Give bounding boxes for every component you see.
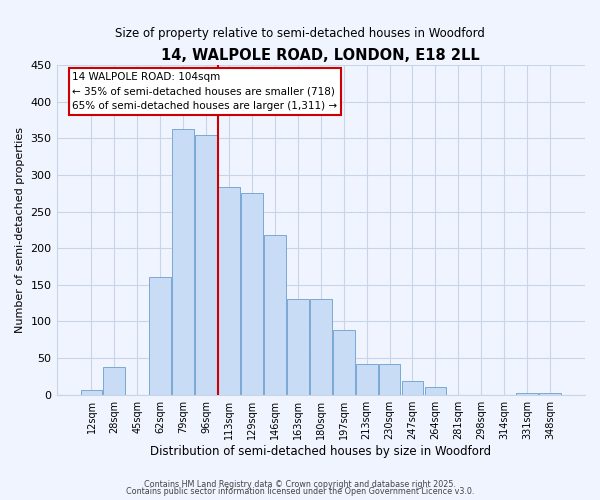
- Bar: [310, 300, 332, 394]
- Text: Contains HM Land Registry data © Crown copyright and database right 2025.: Contains HM Land Registry data © Crown c…: [144, 480, 456, 489]
- Text: 14 WALPOLE ROAD: 104sqm
← 35% of semi-detached houses are smaller (718)
65% of s: 14 WALPOLE ROAD: 104sqm ← 35% of semi-de…: [73, 72, 338, 111]
- Bar: [172, 129, 194, 394]
- Bar: [356, 364, 377, 394]
- Bar: [539, 392, 561, 394]
- Y-axis label: Number of semi-detached properties: Number of semi-detached properties: [15, 127, 25, 333]
- Bar: [149, 278, 171, 394]
- Bar: [218, 186, 240, 394]
- Bar: [264, 235, 286, 394]
- Bar: [425, 386, 446, 394]
- Bar: [80, 390, 103, 394]
- Bar: [103, 367, 125, 394]
- Bar: [195, 134, 217, 394]
- Text: Contains public sector information licensed under the Open Government Licence v3: Contains public sector information licen…: [126, 487, 474, 496]
- Text: Size of property relative to semi-detached houses in Woodford: Size of property relative to semi-detach…: [115, 28, 485, 40]
- Bar: [379, 364, 400, 394]
- Bar: [401, 381, 424, 394]
- Bar: [287, 300, 309, 394]
- Bar: [241, 194, 263, 394]
- X-axis label: Distribution of semi-detached houses by size in Woodford: Distribution of semi-detached houses by …: [150, 444, 491, 458]
- Bar: [516, 393, 538, 394]
- Bar: [333, 330, 355, 394]
- Title: 14, WALPOLE ROAD, LONDON, E18 2LL: 14, WALPOLE ROAD, LONDON, E18 2LL: [161, 48, 480, 62]
